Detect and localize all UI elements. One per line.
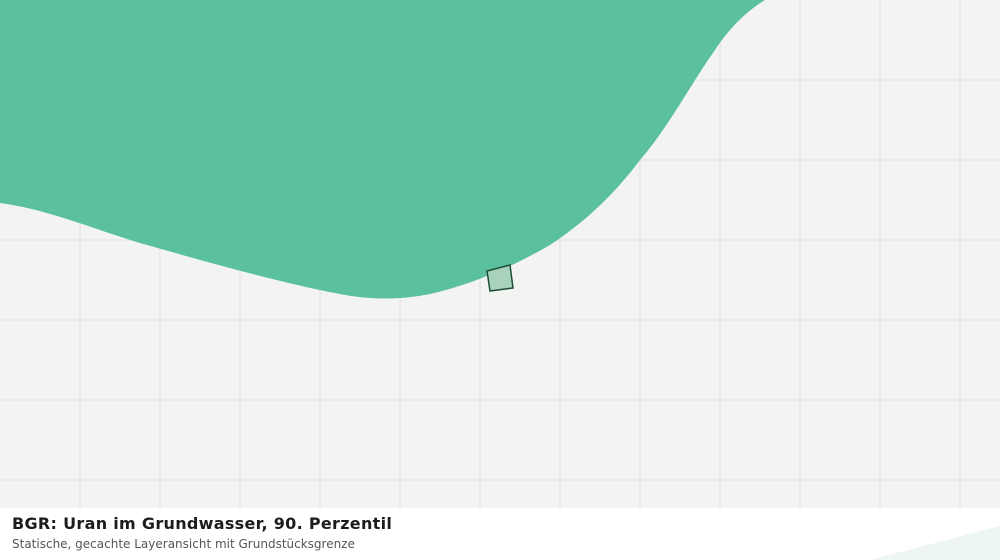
parcel-boundary [486,264,514,292]
decor [870,526,1000,560]
title: BGR: Uran im Grundwasser, 90. Perzentil [12,514,393,533]
caption: BGR: Uran im Grundwasser, 90. Perzentil … [0,508,1000,560]
subtitle: Statische, gecachte Layeransicht mit Gru… [12,537,355,551]
uranium-area [0,0,765,299]
